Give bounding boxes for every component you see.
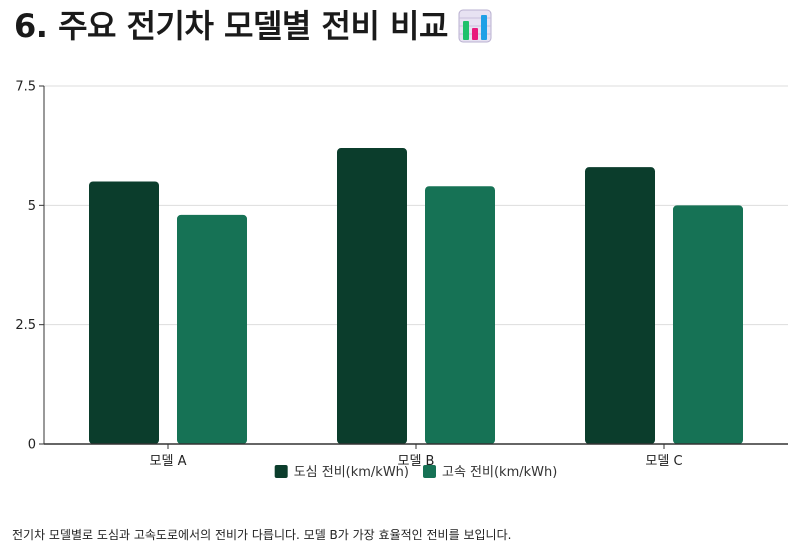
bar-highway-1	[177, 214, 247, 444]
legend-item-highway: 고속 전비(km/kWh)	[423, 465, 557, 480]
bar-highway-3	[673, 205, 743, 444]
legend-swatch	[423, 465, 436, 478]
bar-city-1	[89, 181, 159, 444]
tick-labels: 02.557.5모델 A 모델 B 모델 C	[15, 80, 682, 470]
chart-area: 0 2.5 5 7.5 모델 A 모델 B 모델 C 도심 전비(km/kWh) 고속 전비(…	[0, 70, 806, 500]
y-tick-label: 0	[28, 438, 36, 453]
x-tick-label: 모델 C	[645, 454, 682, 469]
bar-chart: 02.557.5모델 A 모델 B 모델 C 도심 전비(km/kWh) 고속 전비(…	[15, 80, 788, 480]
legend-item-city: 도심 전비(km/kWh)	[274, 465, 409, 480]
legend-label: 고속 전비(km/kWh)	[442, 465, 557, 480]
x-tick-label: 모델 A	[150, 454, 187, 469]
bar-chart-icon	[458, 9, 492, 43]
bar-city-3	[585, 167, 655, 444]
legend: 도심 전비(km/kWh) 고속 전비(km/kWh)	[274, 465, 557, 480]
grid-lines	[44, 85, 788, 326]
y-tick-label: 5	[28, 199, 36, 214]
bar-highway-2	[425, 186, 495, 444]
axes	[39, 85, 788, 449]
legend-swatch	[274, 465, 288, 478]
bar-city-2	[337, 148, 407, 444]
legend-label: 도심 전비(km/kWh)	[294, 465, 409, 480]
page-title-text: 6. 주요 전기차 모델별 전비 비교	[14, 7, 448, 45]
bars	[89, 148, 743, 444]
page-title: 6. 주요 전기차 모델별 전비 비교	[14, 4, 492, 48]
chart-caption: 전기차 모델별로 도심과 고속도로에서의 전비가 다릅니다. 모델 B가 가장 …	[12, 528, 512, 542]
y-tick-label: 2.5	[15, 318, 36, 333]
y-tick-label: 7.5	[15, 80, 36, 95]
